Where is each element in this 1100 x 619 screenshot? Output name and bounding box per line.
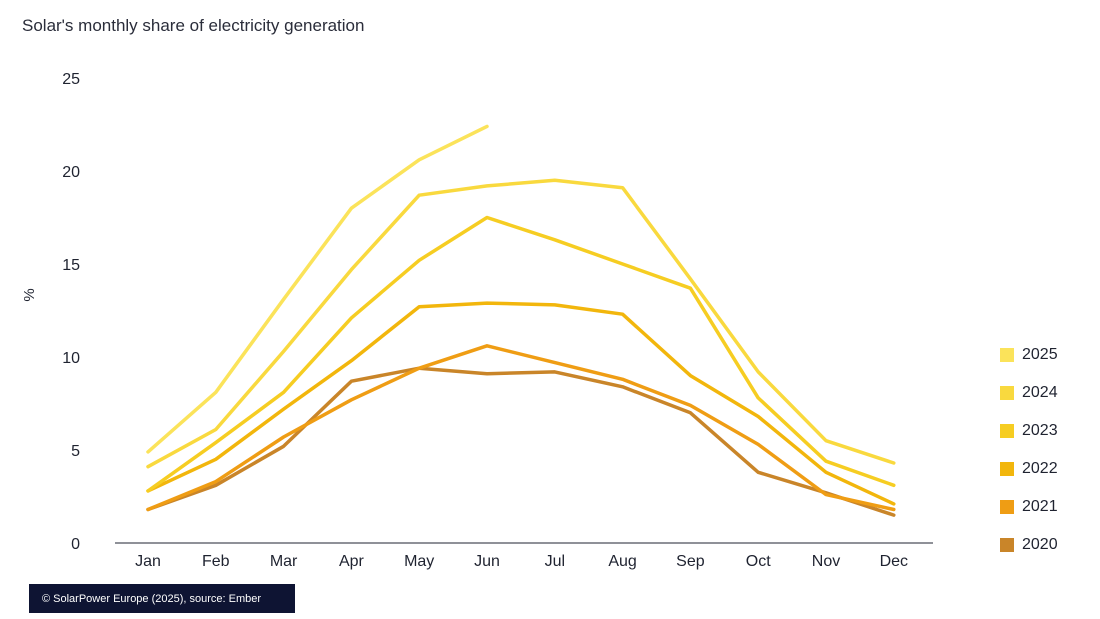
y-tick-label: 25 — [62, 71, 80, 88]
y-axis-label: % — [21, 288, 38, 301]
series-line-2020 — [146, 366, 896, 517]
y-tick-label: 5 — [71, 443, 80, 460]
legend-item-2022: 2022 — [1000, 450, 1058, 488]
legend-item-2025: 2025 — [1000, 336, 1058, 374]
legend-swatch — [1000, 500, 1014, 514]
legend-swatch — [1000, 348, 1014, 362]
series-line-2021 — [146, 344, 896, 512]
legend-swatch — [1000, 538, 1014, 552]
y-tick-label: 20 — [62, 164, 80, 181]
series-line-2024 — [146, 178, 896, 469]
legend-label: 2021 — [1022, 498, 1058, 515]
legend-item-2021: 2021 — [1000, 488, 1058, 526]
x-tick-label: Sep — [676, 553, 705, 570]
legend-item-2024: 2024 — [1000, 374, 1058, 412]
legend-label: 2024 — [1022, 384, 1058, 401]
legend-label: 2022 — [1022, 460, 1058, 477]
y-tick-label: 0 — [71, 536, 80, 553]
series-line-2025 — [146, 124, 489, 454]
legend-label: 2025 — [1022, 346, 1058, 363]
legend-item-2023: 2023 — [1000, 412, 1058, 450]
legend-swatch — [1000, 462, 1014, 476]
y-tick-label: 10 — [62, 350, 80, 367]
legend-label: 2020 — [1022, 536, 1058, 553]
y-tick-label: 15 — [62, 257, 80, 274]
credit-badge: © SolarPower Europe (2025), source: Embe… — [29, 584, 295, 613]
x-tick-label: Jul — [545, 553, 565, 570]
x-tick-label: Dec — [880, 553, 908, 570]
x-tick-label: Jan — [135, 553, 161, 570]
legend-label: 2023 — [1022, 422, 1058, 439]
x-tick-label: Mar — [270, 553, 298, 570]
series-line-2023 — [146, 215, 896, 493]
legend-swatch — [1000, 424, 1014, 438]
x-tick-label: Jun — [474, 553, 500, 570]
legend-swatch — [1000, 386, 1014, 400]
x-tick-label: Oct — [746, 553, 771, 570]
chart-title: Solar's monthly share of electricity gen… — [22, 16, 365, 35]
x-tick-label: Apr — [339, 553, 365, 570]
series-line-2022 — [146, 301, 896, 506]
legend-item-2020: 2020 — [1000, 526, 1058, 564]
x-tick-label: Nov — [812, 553, 840, 570]
x-tick-label: May — [404, 553, 434, 570]
x-tick-label: Aug — [608, 553, 636, 570]
legend: 2025 2024 2023 2022 2021 2020 — [1000, 336, 1058, 564]
x-tick-label: Feb — [202, 553, 230, 570]
